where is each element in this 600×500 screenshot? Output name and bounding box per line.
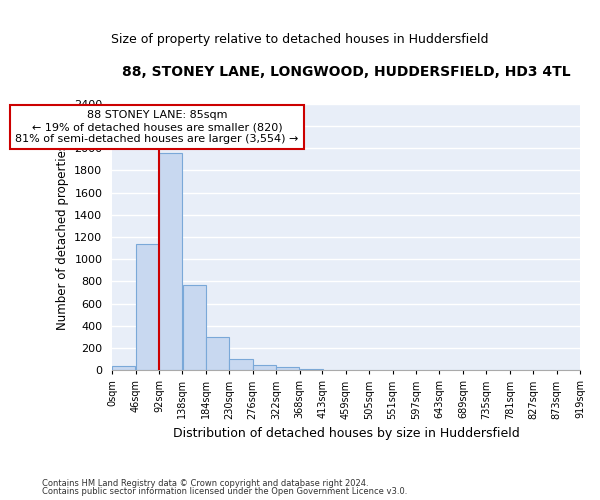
Title: 88, STONEY LANE, LONGWOOD, HUDDERSFIELD, HD3 4TL: 88, STONEY LANE, LONGWOOD, HUDDERSFIELD,…	[122, 65, 571, 79]
Bar	[206, 337, 229, 370]
Bar	[136, 244, 159, 370]
Text: Contains public sector information licensed under the Open Government Licence v3: Contains public sector information licen…	[42, 487, 407, 496]
Bar	[229, 358, 253, 370]
Text: Size of property relative to detached houses in Huddersfield: Size of property relative to detached ho…	[111, 32, 489, 46]
Bar	[276, 367, 299, 370]
Text: 88 STONEY LANE: 85sqm
← 19% of detached houses are smaller (820)
81% of semi-det: 88 STONEY LANE: 85sqm ← 19% of detached …	[15, 110, 299, 144]
Bar	[159, 152, 182, 370]
X-axis label: Distribution of detached houses by size in Huddersfield: Distribution of detached houses by size …	[173, 427, 520, 440]
Bar	[299, 369, 323, 370]
Bar	[112, 366, 136, 370]
Bar	[182, 285, 206, 370]
Y-axis label: Number of detached properties: Number of detached properties	[56, 144, 68, 330]
Text: Contains HM Land Registry data © Crown copyright and database right 2024.: Contains HM Land Registry data © Crown c…	[42, 478, 368, 488]
Bar	[253, 364, 276, 370]
